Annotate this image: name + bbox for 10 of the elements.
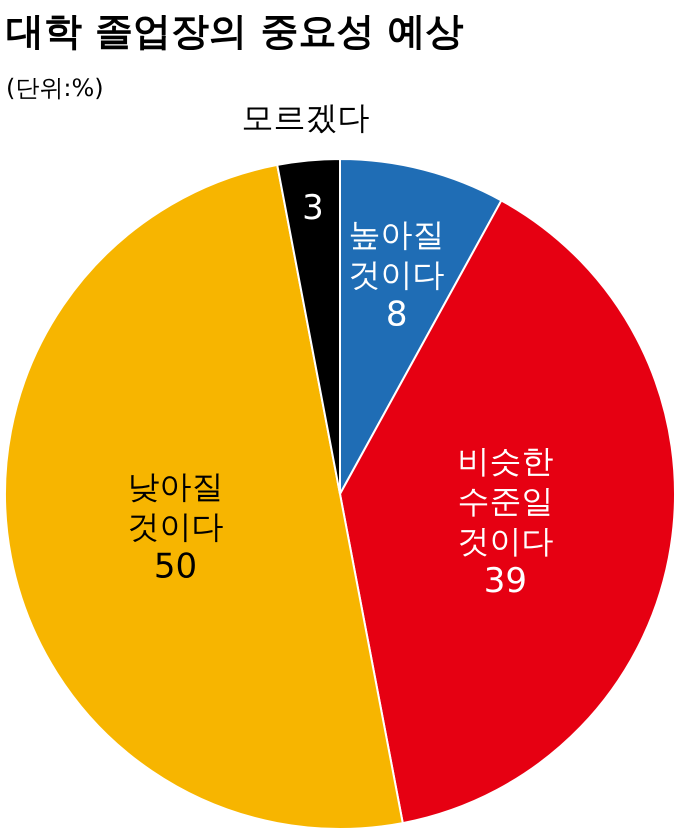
data-label: 8	[386, 294, 408, 334]
slice-label: 낮아질 것이다	[127, 467, 224, 546]
slice-label: 높아질 것이다	[348, 215, 445, 294]
chart-subtitle: (단위:%)	[6, 74, 104, 102]
slice-label: 모르겠다	[241, 98, 370, 137]
data-label: 3	[302, 188, 324, 228]
slice-label: 비슷한 수준일 것이다	[457, 442, 554, 560]
data-label: 39	[484, 561, 528, 602]
chart-title: 대학 졸업장의 중요성 예상	[6, 9, 464, 53]
data-label: 50	[154, 546, 198, 586]
